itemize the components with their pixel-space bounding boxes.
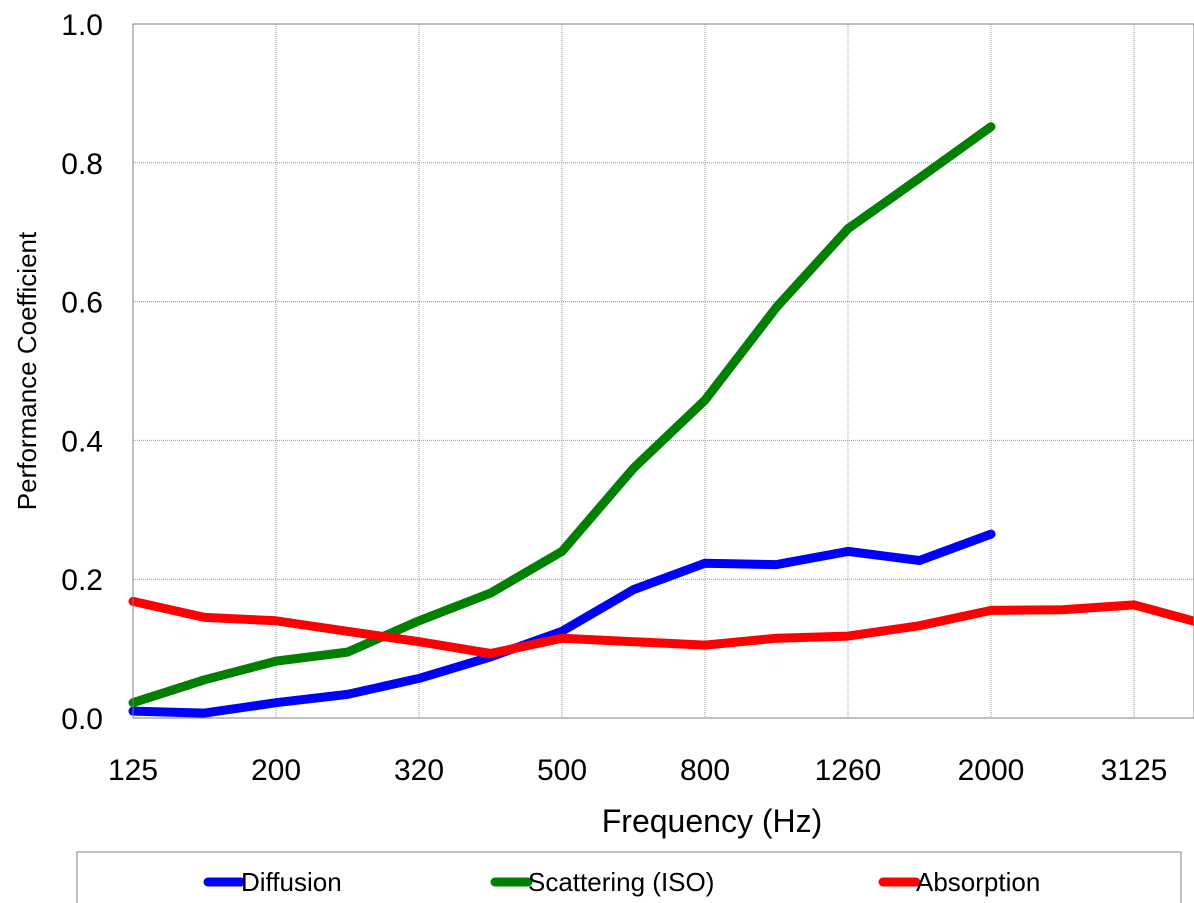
y-tick-label: 0.2 (61, 564, 103, 597)
y-tick-label: 0.8 (61, 148, 103, 181)
x-tick-labels: 125 200 320 500 800 1260 2000 3125 (108, 754, 1167, 787)
x-tick-label: 200 (251, 754, 301, 787)
series-line-diffusion (128, 529, 996, 718)
x-tick-label: 3125 (1101, 754, 1168, 787)
series-line-scattering-iso (128, 122, 996, 708)
series-layer (128, 122, 1194, 718)
legend-label: Scattering (ISO) (528, 867, 714, 897)
y-tick-labels: 0.0 0.2 0.4 0.6 0.8 1.0 (61, 9, 103, 736)
y-tick-label: 0.4 (61, 425, 103, 458)
x-tick-label: 320 (394, 754, 444, 787)
x-axis-title: Frequency (Hz) (602, 803, 823, 839)
x-tick-label: 125 (108, 754, 158, 787)
y-axis-title: Performance Coefficient (12, 231, 42, 510)
x-tick-label: 2000 (958, 754, 1025, 787)
y-tick-label: 1.0 (61, 9, 103, 42)
y-tick-label: 0.6 (61, 287, 103, 320)
legend-label: Absorption (916, 867, 1040, 897)
x-tick-label: 500 (537, 754, 587, 787)
series-line-absorption (128, 596, 1194, 658)
x-tick-label: 800 (680, 754, 730, 787)
legend-label: Diffusion (241, 867, 342, 897)
legend-frame (76, 851, 1182, 903)
x-tick-label: 1260 (815, 754, 882, 787)
plot-frame (132, 23, 1194, 719)
legend: Diffusion Scattering (ISO) Absorption (76, 851, 1182, 903)
y-tick-label: 0.0 (61, 703, 103, 736)
